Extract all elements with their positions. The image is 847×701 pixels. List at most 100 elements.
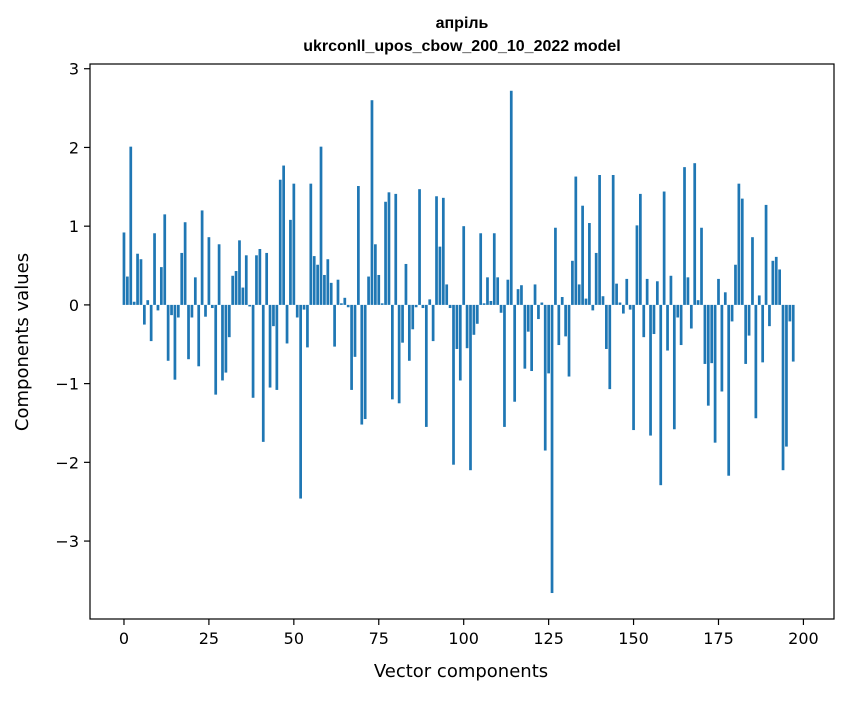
bar-component-50	[292, 183, 296, 305]
bar-component-181	[737, 183, 741, 305]
chart-subtitle: ukrconll_upos_cbow_200_10_2022 model	[303, 38, 620, 55]
bar-component-39	[255, 255, 258, 305]
bar-component-146	[618, 302, 622, 305]
bar-component-128	[557, 304, 561, 346]
bar-component-170	[700, 227, 703, 305]
bar-component-156	[652, 304, 656, 335]
bar-component-160	[666, 304, 669, 351]
bar-component-113	[506, 279, 510, 305]
bar-component-165	[683, 167, 686, 305]
bar-component-90	[428, 299, 432, 305]
bar-component-15	[173, 304, 177, 380]
bar-component-190	[768, 304, 771, 327]
y-tick-label: 1	[69, 217, 79, 236]
bar-component-191	[771, 260, 775, 305]
bar-component-75	[377, 274, 381, 305]
bar-component-98	[455, 304, 459, 349]
bar-component-55	[309, 183, 313, 305]
bar-component-104	[475, 304, 479, 324]
y-axis-ticks: 3 2 1 0 −1 −2 −3	[55, 60, 90, 551]
bar-component-184	[747, 304, 751, 336]
bar-component-49	[289, 219, 292, 305]
bar-component-0	[122, 232, 126, 305]
bar-component-177	[723, 292, 727, 305]
bar-component-179	[730, 304, 734, 322]
bar-component-115	[513, 304, 517, 402]
bar-component-13	[166, 304, 170, 361]
bar-component-122	[537, 304, 540, 320]
bar-component-124	[543, 304, 547, 451]
bar-component-111	[499, 304, 503, 313]
bar-component-125	[547, 304, 550, 374]
bar-component-117	[520, 285, 523, 305]
bar-component-97	[452, 304, 455, 465]
bar-component-64	[340, 303, 343, 305]
bar-component-130	[564, 304, 567, 337]
bar-component-71	[363, 304, 367, 420]
bar-component-59	[323, 274, 326, 305]
bar-component-114	[509, 90, 513, 305]
bar-component-129	[560, 297, 564, 305]
bar-component-89	[424, 304, 428, 427]
bar-component-24	[204, 304, 207, 317]
bar-component-182	[740, 198, 744, 305]
bar-component-178	[727, 304, 731, 476]
bar-component-155	[649, 304, 652, 436]
bar-component-86	[414, 304, 418, 308]
bar-component-28	[217, 244, 221, 305]
bar-component-10	[156, 304, 160, 311]
bar-component-158	[659, 304, 663, 486]
bar-component-174	[713, 304, 717, 443]
x-axis-ticks: 0 25 50 75 100 125 150 175 200	[119, 619, 819, 648]
bar-component-102	[469, 304, 472, 471]
bar-component-82	[401, 304, 404, 343]
bar-component-80	[394, 193, 398, 305]
bar-component-2	[129, 146, 133, 305]
bar-component-37	[248, 304, 252, 307]
bar-component-32	[231, 275, 235, 305]
bar-component-105	[479, 233, 483, 305]
bar-component-116	[516, 289, 520, 305]
bar-component-162	[672, 304, 676, 430]
bar-component-188	[761, 304, 765, 363]
bar-component-78	[387, 192, 391, 305]
bar-component-139	[594, 252, 598, 305]
bar-component-96	[448, 304, 452, 309]
bar-component-14	[170, 304, 173, 316]
bar-component-118	[523, 304, 527, 369]
bar-component-148	[625, 278, 629, 305]
bar-component-68	[353, 304, 357, 357]
bar-component-11	[159, 267, 163, 305]
bar-component-157	[655, 281, 659, 305]
plot-area-frame	[89, 63, 835, 620]
bar-component-56	[312, 256, 316, 305]
bar-component-126	[550, 304, 554, 594]
bar-component-44	[272, 304, 275, 327]
bar-component-18	[183, 222, 187, 305]
bar-component-101	[465, 304, 469, 349]
bar-component-81	[397, 304, 401, 404]
bar-component-26	[210, 304, 214, 309]
bar-component-152	[639, 193, 642, 305]
bar-component-22	[197, 304, 201, 367]
bar-component-100	[462, 226, 466, 305]
bar-component-186	[754, 304, 758, 419]
bar-component-52	[299, 304, 302, 499]
x-tick-label: 25	[199, 629, 219, 648]
bar-component-183	[744, 304, 748, 364]
bar-component-103	[472, 304, 476, 335]
bar-component-23	[200, 210, 204, 305]
bar-component-34	[238, 240, 241, 305]
bar-component-16	[176, 304, 180, 318]
bar-component-138	[591, 304, 595, 311]
bar-component-69	[357, 186, 360, 305]
y-tick-label: 3	[69, 60, 79, 79]
bar-component-3	[132, 301, 136, 305]
bar-component-66	[346, 304, 350, 308]
bar-component-72	[367, 276, 370, 305]
bar-component-167	[689, 304, 693, 329]
bar-component-119	[526, 304, 530, 332]
x-tick-label: 100	[448, 629, 479, 648]
x-axis-label: Vector components	[374, 661, 548, 682]
